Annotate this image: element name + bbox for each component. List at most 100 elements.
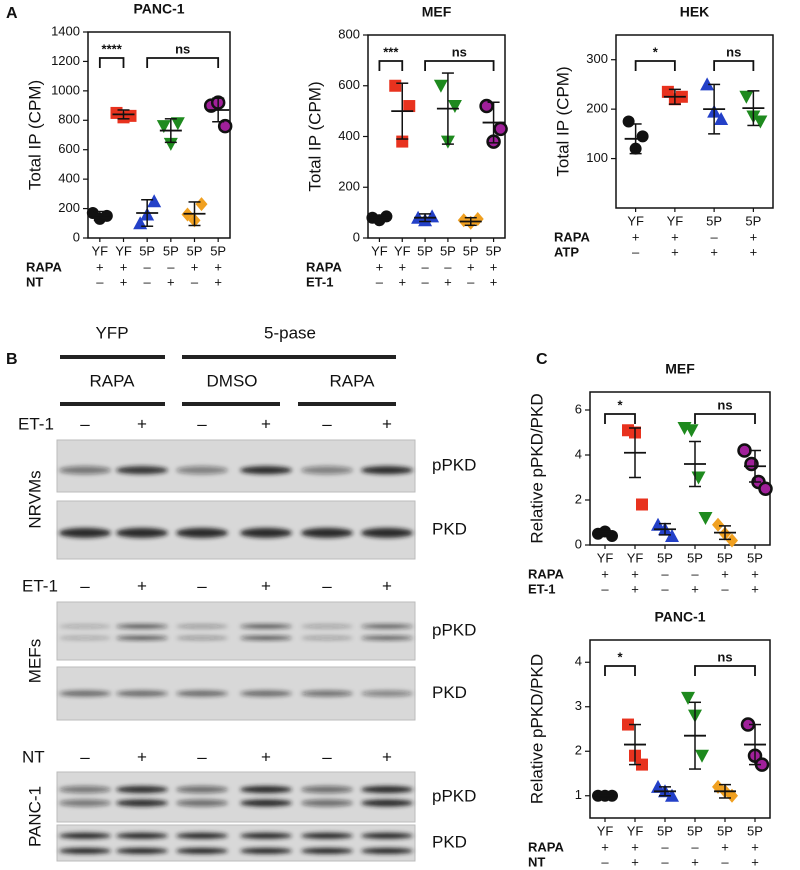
blot-band — [361, 786, 413, 793]
data-point — [698, 512, 713, 525]
x-tick-label: 5P — [486, 243, 502, 258]
band-label: pPKD — [432, 786, 476, 805]
significance-bracket — [694, 413, 756, 424]
chart-title: MEF — [422, 4, 452, 20]
cell-label: MEFs — [25, 639, 44, 683]
treatment-sign: + — [490, 274, 498, 289]
treatment-sign: – — [444, 259, 452, 274]
significance-bracket — [634, 60, 676, 71]
chart-title: HEK — [680, 4, 710, 20]
blot-band — [240, 799, 292, 807]
treatment-sign: + — [751, 854, 759, 869]
treatment-sign: + — [490, 259, 498, 274]
blot-band — [176, 466, 228, 475]
stimulus-sign: – — [322, 414, 332, 433]
y-tick-label: 2 — [575, 491, 582, 506]
panel-label: B — [6, 351, 18, 368]
treatment-name: NT — [26, 274, 43, 289]
y-axis-label: Relative pPKD/PKD — [527, 654, 546, 804]
x-tick-label: 5P — [706, 213, 722, 228]
y-tick-label: 200 — [338, 179, 360, 194]
blot-band — [361, 466, 413, 475]
band-label: pPKD — [432, 455, 476, 474]
data-point — [737, 443, 752, 458]
y-tick-label: 300 — [586, 51, 608, 66]
y-axis-label: Total IP (CPM) — [25, 80, 44, 190]
blot-band — [240, 466, 292, 475]
significance-bracket — [604, 665, 636, 676]
blot-band — [240, 847, 292, 854]
data-point — [636, 498, 648, 511]
blot-band — [361, 799, 413, 807]
stimulus-sign: + — [261, 414, 271, 433]
treatment-sign: + — [96, 259, 104, 274]
blot-band — [240, 624, 292, 629]
treatment-sign: – — [632, 244, 640, 259]
stimulus-sign: – — [322, 747, 332, 766]
blot-strip — [56, 500, 416, 560]
data-point — [695, 749, 709, 763]
data-point — [493, 121, 508, 137]
blot-band — [361, 527, 413, 538]
treatment-sign: – — [661, 854, 669, 869]
blot-band — [59, 786, 111, 793]
data-point — [753, 115, 768, 129]
treatment-sign: + — [120, 274, 128, 289]
blot-band — [240, 527, 292, 538]
treatment-name: RAPA — [554, 229, 590, 244]
data-point — [691, 471, 706, 485]
treatment-sign: – — [144, 259, 152, 274]
data-point — [665, 529, 679, 542]
treatment-sign: + — [444, 274, 452, 289]
y-tick-label: 600 — [58, 141, 80, 156]
treatment-name: ET-1 — [306, 274, 333, 289]
treatment-sign: + — [751, 581, 759, 596]
treatment-sign: – — [96, 274, 104, 289]
y-tick-label: 0 — [575, 536, 582, 551]
data-point — [124, 109, 137, 122]
x-tick-label: YF — [627, 550, 644, 565]
blot-band — [301, 786, 353, 793]
x-tick-label: 5P — [687, 823, 703, 838]
blot-band — [361, 832, 413, 839]
panel-label: C — [536, 351, 548, 368]
chart-title: PANC-1 — [133, 1, 184, 17]
significance-label: ns — [175, 41, 190, 56]
cell-label: PANC-1 — [25, 786, 44, 847]
x-tick-label: 5P — [417, 243, 433, 258]
blot-band — [301, 847, 353, 854]
stimulus-label: ET-1 — [22, 576, 58, 595]
data-point — [636, 130, 649, 143]
blot-band — [116, 466, 168, 475]
blot-band — [301, 466, 353, 475]
x-tick-label: 5P — [657, 823, 673, 838]
data-point — [700, 77, 715, 91]
stimulus-sign: – — [197, 576, 207, 595]
blot-band — [176, 527, 228, 538]
y-tick-label: 200 — [58, 200, 80, 215]
data-point — [636, 758, 648, 771]
band-label: PKD — [432, 832, 467, 851]
treatment-sign: + — [751, 566, 759, 581]
treatment-name: ATP — [554, 244, 579, 259]
x-tick-label: YF — [371, 243, 388, 258]
treatment-name: NT — [528, 854, 545, 869]
blot-band — [176, 832, 228, 839]
x-tick-label: YF — [627, 823, 644, 838]
x-tick-label: 5P — [163, 243, 179, 258]
blot-strip — [56, 771, 416, 823]
blot-band — [240, 832, 292, 839]
treatment-sign: + — [214, 274, 222, 289]
y-tick-label: 1400 — [51, 23, 80, 38]
y-tick-label: 800 — [58, 112, 80, 127]
data-point — [622, 718, 634, 731]
band-label: PKD — [432, 519, 467, 538]
blot-band — [116, 527, 168, 538]
plot-frame — [589, 391, 771, 546]
treatment-sign: + — [721, 839, 729, 854]
treatment-sign: – — [661, 581, 669, 596]
data-point — [380, 210, 393, 223]
blot-band — [59, 690, 111, 697]
blot-strip — [56, 824, 416, 862]
treatment-sign: + — [376, 259, 384, 274]
